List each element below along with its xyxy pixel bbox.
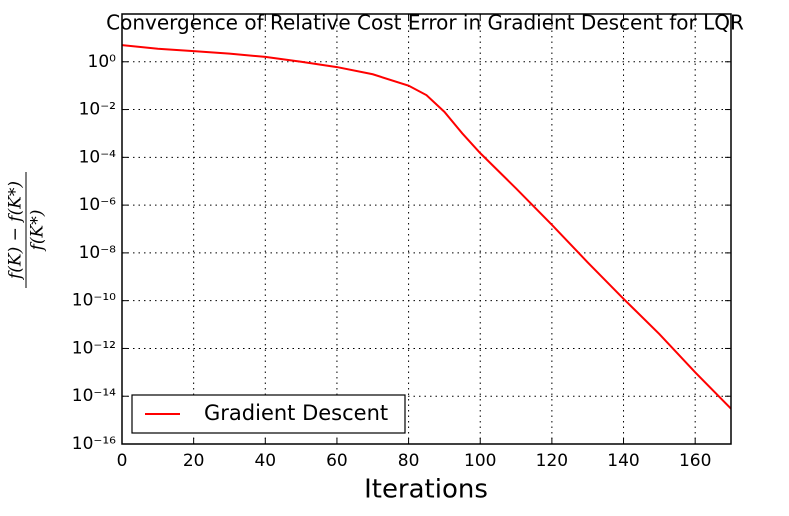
plot-frame	[121, 13, 732, 445]
legend-label: Gradient Descent	[204, 401, 388, 425]
data-line	[122, 44, 731, 410]
x-tick-label: 120	[536, 451, 568, 471]
x-tick-label: 0	[117, 451, 128, 471]
y-tick-label: 10⁻¹²	[72, 338, 116, 358]
x-axis-label: Iterations	[364, 475, 488, 505]
y-label-numerator: f(K) − f(K*)	[6, 181, 26, 281]
x-tick-label: 100	[464, 451, 496, 471]
y-tick-label: 10⁻⁶	[79, 195, 117, 215]
y-label-denominator: f(K*)	[28, 210, 48, 253]
y-tick-label: 10⁻¹⁴	[72, 386, 116, 406]
x-tick-label: 40	[254, 451, 276, 471]
x-tick-label: 60	[326, 451, 348, 471]
y-tick-label: 10⁻¹⁰	[72, 291, 116, 311]
x-tick-label: 20	[183, 451, 205, 471]
x-tick-label: 80	[398, 451, 420, 471]
y-tick-label: 10⁻²	[79, 100, 116, 120]
y-tick-label: 10⁻¹⁶	[72, 434, 116, 454]
x-tick-label: 160	[679, 451, 711, 471]
y-axis-label: f(K) − f(K*) f(K*)	[6, 172, 48, 288]
y-tick-label: 10⁻⁸	[79, 243, 117, 263]
y-tick-label: 10⁰	[88, 52, 117, 72]
y-tick-label: 10⁻⁴	[79, 147, 117, 167]
x-tick-label: 140	[607, 451, 639, 471]
